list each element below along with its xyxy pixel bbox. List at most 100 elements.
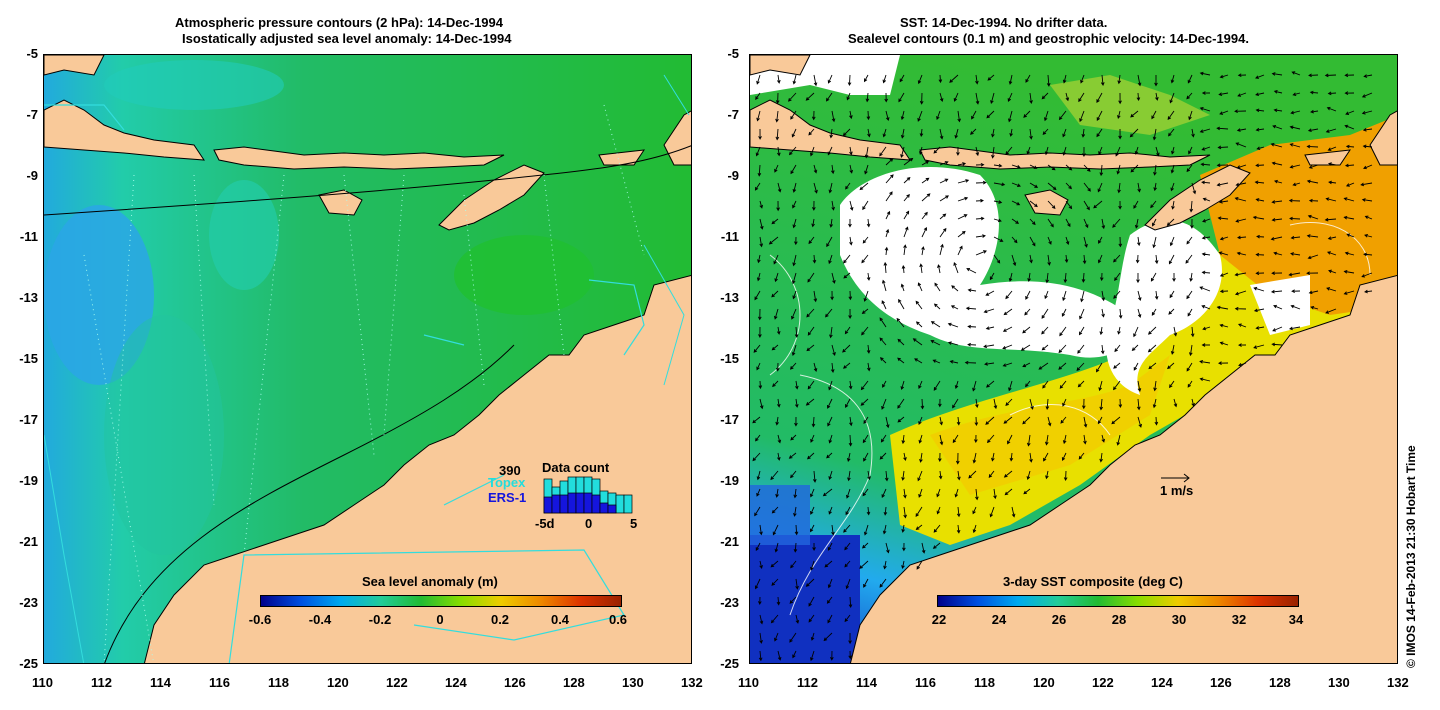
velocity-arrow — [1065, 236, 1070, 246]
velocity-arrow — [1235, 182, 1247, 187]
velocity-arrow — [901, 434, 906, 445]
velocity-arrow — [1029, 164, 1038, 169]
velocity-arrow — [774, 164, 779, 173]
velocity-arrow — [1191, 398, 1195, 407]
velocity-arrow — [1289, 143, 1301, 148]
velocity-arrow — [793, 506, 797, 517]
velocity-arrow — [848, 380, 853, 390]
velocity-arrow — [1173, 398, 1178, 408]
velocity-arrow — [827, 416, 833, 427]
velocity-arrow — [993, 236, 1004, 242]
velocity-arrow — [1153, 182, 1157, 192]
velocity-arrow — [1188, 344, 1193, 357]
right-y-tick: -5 — [727, 46, 739, 61]
velocity-arrow — [810, 488, 815, 498]
velocity-arrow — [1168, 308, 1175, 315]
velocity-arrow — [1186, 164, 1193, 173]
velocity-arrow — [791, 308, 797, 320]
velocity-arrow — [975, 488, 979, 501]
velocity-arrow — [1307, 214, 1319, 220]
velocity-arrow — [1290, 252, 1301, 256]
velocity-arrow — [1062, 290, 1067, 302]
velocity-arrow — [846, 452, 851, 462]
right-colorbar-title: 3-day SST composite (deg C) — [1003, 574, 1183, 589]
velocity-arrow — [915, 321, 923, 328]
velocity-arrow — [1117, 110, 1121, 119]
velocity-arrow — [774, 308, 779, 320]
velocity-arrow — [972, 524, 977, 534]
right-y-tick: -13 — [720, 290, 739, 305]
velocity-arrow — [792, 182, 797, 193]
velocity-arrow — [939, 161, 949, 166]
velocity-arrow — [861, 542, 869, 549]
velocity-arrow — [921, 177, 930, 184]
velocity-arrow — [991, 128, 995, 138]
velocity-arrow — [1113, 254, 1121, 263]
left-colorbar-tick: -0.6 — [248, 612, 272, 627]
velocity-arrow — [771, 218, 779, 225]
velocity-arrow — [1029, 182, 1039, 188]
velocity-arrow — [861, 308, 869, 314]
velocity-arrow — [1097, 416, 1103, 425]
velocity-arrow — [810, 632, 815, 641]
velocity-arrow — [965, 306, 977, 311]
velocity-arrow — [1133, 326, 1139, 338]
velocity-arrow — [1133, 200, 1139, 209]
velocity-arrow — [1189, 272, 1193, 282]
velocity-arrow — [1118, 200, 1122, 210]
velocity-arrow — [903, 244, 907, 256]
velocity-arrow — [955, 452, 960, 465]
velocity-arrow — [1117, 74, 1122, 85]
right-x-tick: 128 — [1269, 675, 1291, 690]
velocity-arrow — [863, 290, 869, 302]
pressure-contour — [44, 145, 691, 216]
velocity-arrow — [956, 416, 961, 426]
velocity-arrow — [1022, 416, 1031, 425]
velocity-arrow — [1003, 416, 1013, 424]
velocity-arrow — [1008, 272, 1013, 282]
velocity-arrow — [1129, 128, 1139, 138]
velocity-arrow — [1310, 305, 1319, 310]
velocity-arrow — [1288, 272, 1301, 277]
velocity-arrow — [1029, 128, 1033, 140]
velocity-arrow — [917, 282, 923, 292]
velocity-arrow — [1047, 218, 1054, 228]
velocity-arrow — [1058, 362, 1067, 370]
velocity-arrow — [968, 470, 977, 479]
velocity-arrow — [860, 398, 869, 406]
velocity-arrow — [756, 488, 761, 497]
velocity-arrow — [1047, 254, 1051, 266]
velocity-arrow — [1113, 362, 1121, 369]
velocity-arrow — [845, 578, 851, 590]
velocity-arrow — [993, 182, 1006, 187]
velocity-arrow — [1309, 90, 1319, 95]
velocity-arrow — [984, 362, 995, 366]
velocity-arrow — [1147, 326, 1157, 335]
velocity-arrow — [1187, 74, 1193, 84]
velocity-arrow — [1255, 252, 1265, 257]
velocity-arrow — [774, 542, 779, 553]
velocity-arrow — [752, 416, 761, 424]
right-y-tick: -9 — [727, 168, 739, 183]
velocity-arrow — [1272, 124, 1283, 130]
velocity-arrow — [1362, 144, 1373, 149]
velocity-arrow — [1137, 290, 1142, 302]
velocity-arrow — [1064, 254, 1069, 263]
velocity-arrow — [918, 488, 923, 498]
velocity-arrow — [1029, 452, 1033, 463]
velocity-arrow — [1005, 146, 1013, 156]
velocity-arrow — [939, 416, 943, 426]
velocity-arrow — [921, 542, 926, 554]
right-y-tick: -23 — [720, 595, 739, 610]
velocity-arrow — [1080, 74, 1085, 84]
velocity-arrow — [1154, 254, 1159, 265]
velocity-arrow — [1009, 452, 1014, 462]
velocity-arrow — [844, 542, 851, 551]
velocity-arrow — [1343, 269, 1355, 274]
velocity-arrow — [1065, 200, 1073, 210]
velocity-arrow — [824, 560, 833, 568]
velocity-arrow — [900, 380, 905, 391]
velocity-arrow — [1118, 128, 1122, 140]
velocity-arrow — [1042, 128, 1049, 135]
velocity-arrow — [1155, 146, 1160, 157]
